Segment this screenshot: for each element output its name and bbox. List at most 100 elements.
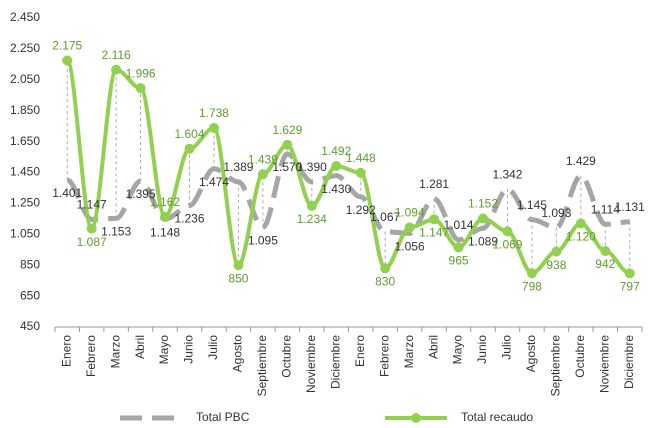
data-label: 1.095 bbox=[248, 234, 278, 248]
x-tick-label: Abril bbox=[426, 335, 440, 359]
y-tick-label: 850 bbox=[20, 257, 40, 271]
data-label: 1.234 bbox=[297, 212, 327, 226]
data-label: 1.145 bbox=[517, 198, 547, 212]
data-label: 2.175 bbox=[52, 39, 82, 53]
y-tick-label: 2.050 bbox=[10, 72, 40, 86]
data-label: 1.114 bbox=[591, 203, 620, 217]
data-label: 1.281 bbox=[419, 177, 449, 191]
data-label: 1.014 bbox=[444, 218, 474, 232]
data-label: 1.153 bbox=[101, 225, 131, 239]
y-tick-label: 1.850 bbox=[10, 103, 40, 117]
data-label: 850 bbox=[228, 271, 248, 285]
x-tick-label: Julio bbox=[500, 335, 514, 360]
marker bbox=[551, 246, 562, 257]
data-label: 1.056 bbox=[395, 240, 425, 254]
x-tick-label: Febrero bbox=[84, 335, 98, 377]
marker bbox=[453, 242, 464, 253]
data-label: 1.389 bbox=[223, 160, 253, 174]
x-tick-label: Noviembre bbox=[304, 335, 318, 393]
data-label: 1.401 bbox=[52, 186, 82, 200]
data-label: 942 bbox=[595, 257, 615, 271]
data-label: 1.474 bbox=[199, 175, 229, 189]
marker bbox=[111, 64, 122, 75]
marker bbox=[160, 211, 171, 222]
x-tick-label: Octubre bbox=[280, 335, 294, 378]
data-label: 797 bbox=[620, 280, 640, 294]
marker bbox=[62, 55, 73, 66]
x-tick-label: Agosto bbox=[231, 335, 245, 373]
x-tick-label: Marzo bbox=[402, 335, 416, 369]
data-label: 1.439 bbox=[248, 152, 278, 166]
marker bbox=[380, 263, 391, 274]
legend-label: Total PBC bbox=[196, 410, 250, 424]
x-tick-label: Mayo bbox=[157, 335, 171, 365]
data-label: 1.448 bbox=[346, 151, 376, 165]
marker bbox=[208, 123, 219, 134]
y-tick-label: 1.450 bbox=[10, 165, 40, 179]
marker bbox=[575, 218, 586, 229]
marker bbox=[600, 245, 611, 256]
data-label: 1.390 bbox=[297, 160, 327, 174]
data-label: 1.996 bbox=[126, 66, 156, 80]
data-label: 1.152 bbox=[468, 197, 498, 211]
data-label: 1.094 bbox=[395, 206, 425, 220]
data-label: 2.116 bbox=[102, 48, 131, 62]
x-tick-label: Marzo bbox=[108, 335, 122, 369]
marker bbox=[135, 83, 146, 94]
data-label: 1.148 bbox=[150, 225, 180, 239]
data-label: 1.093 bbox=[541, 206, 571, 220]
y-tick-label: 1.050 bbox=[10, 226, 40, 240]
marker bbox=[502, 226, 513, 237]
y-tick-label: 650 bbox=[20, 288, 40, 302]
marker bbox=[429, 214, 440, 225]
y-tick-label: 2.250 bbox=[10, 41, 40, 55]
data-label: 798 bbox=[522, 279, 542, 293]
data-label: 965 bbox=[449, 254, 469, 268]
marker bbox=[355, 167, 366, 178]
x-tick-label: Diciembre bbox=[328, 335, 342, 389]
data-label: 1.492 bbox=[321, 144, 351, 158]
data-label: 1.067 bbox=[370, 210, 400, 224]
x-tick-label: Octubre bbox=[573, 335, 587, 378]
marker bbox=[86, 223, 97, 234]
marker bbox=[257, 169, 268, 180]
data-label: 830 bbox=[375, 274, 395, 288]
x-tick-label: Enero bbox=[59, 335, 73, 367]
data-label: 1.604 bbox=[175, 127, 205, 141]
data-label: 1.292 bbox=[346, 203, 376, 217]
series-line bbox=[65, 58, 631, 276]
marker bbox=[306, 200, 317, 211]
data-label: 1.089 bbox=[468, 234, 498, 248]
data-label: 1.629 bbox=[272, 123, 302, 137]
legend-marker bbox=[411, 413, 421, 423]
x-tick-label: Febrero bbox=[377, 335, 391, 377]
data-label: 1.430 bbox=[321, 182, 351, 196]
data-label: 1.236 bbox=[175, 212, 205, 226]
x-tick-label: Noviembre bbox=[597, 335, 611, 393]
marker bbox=[404, 222, 415, 233]
marker bbox=[184, 143, 195, 154]
marker bbox=[624, 268, 635, 279]
data-label: 938 bbox=[546, 258, 566, 272]
x-tick-label: Diciembre bbox=[622, 335, 636, 389]
marker bbox=[526, 268, 537, 279]
data-label: 1.342 bbox=[492, 167, 522, 181]
data-label: 1.120 bbox=[566, 230, 596, 244]
data-label: 1.147 bbox=[419, 225, 449, 239]
marker bbox=[233, 260, 244, 271]
data-label: 1.147 bbox=[77, 197, 107, 211]
x-tick-label: Agosto bbox=[524, 335, 538, 373]
x-tick-label: Mayo bbox=[451, 335, 465, 365]
data-label: 1.429 bbox=[566, 154, 596, 168]
data-label: 1.162 bbox=[150, 195, 180, 209]
marker bbox=[478, 213, 489, 224]
data-label: 1.738 bbox=[199, 106, 229, 120]
y-tick-label: 1.650 bbox=[10, 134, 40, 148]
y-tick-label: 2.450 bbox=[10, 10, 40, 24]
data-label: 1.087 bbox=[77, 235, 107, 249]
x-tick-label: Enero bbox=[353, 335, 367, 367]
marker bbox=[331, 161, 342, 172]
x-tick-label: Junio bbox=[182, 335, 196, 364]
x-tick-label: Abril bbox=[133, 335, 147, 359]
